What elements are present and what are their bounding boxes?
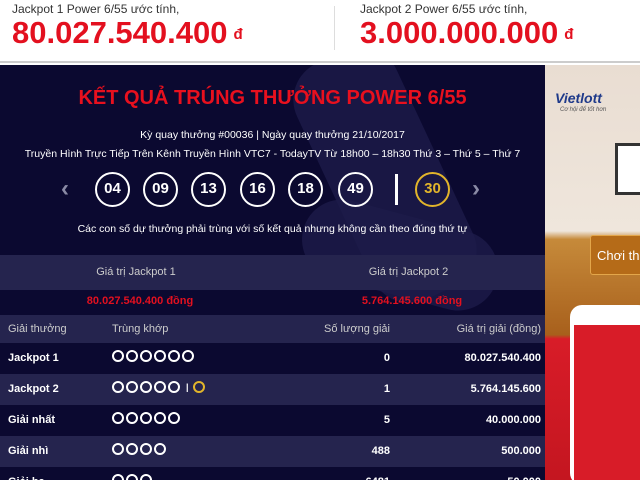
col-match: Trùng khớp (112, 323, 169, 335)
match-circle-icon (154, 381, 166, 394)
jackpot2-amount: 3.000.000.000 (360, 15, 559, 50)
match-circle-icon (126, 474, 138, 480)
results-panel: KẾT QUẢ TRÚNG THƯỞNG POWER 6/55 Kỳ quay … (0, 65, 545, 480)
prize-name: Giải nhì (8, 445, 49, 457)
match-circle-icon (140, 412, 152, 425)
col-count: Số lượng giải (324, 323, 390, 335)
power-separator (395, 174, 398, 205)
prize-value: 40.000.000 (485, 414, 541, 426)
jackpot1-amount: 80.027.540.400 (12, 15, 228, 50)
prize-name: Jackpot 1 (8, 352, 59, 364)
screen-image (615, 143, 640, 195)
next-draw-button[interactable]: › (472, 175, 480, 202)
col-value: Giá trị giải (đồng) (456, 323, 541, 335)
jackpot1-label: Jackpot 1 Power 6/55 ước tính, (12, 2, 180, 16)
match-circle-icon (112, 350, 124, 363)
jackpot2-estimate: Jackpot 2 Power 6/55 ước tính, 3.000.000… (360, 2, 573, 50)
match-circle-icon (140, 350, 152, 363)
divider (334, 6, 335, 50)
try-button[interactable]: Chơi thử (590, 235, 640, 275)
result-ball: 04 (95, 172, 130, 207)
prize-count: 5 (383, 414, 390, 426)
prize-name: Giải ba (8, 476, 45, 480)
currency: đ (233, 26, 243, 43)
match-circle-icon (140, 443, 152, 456)
match-icons (112, 350, 196, 363)
match-circle-icon (112, 412, 124, 425)
jackpot1-estimate: Jackpot 1 Power 6/55 ước tính, 80.027.54… (12, 2, 243, 50)
match-circle-icon (154, 350, 166, 363)
power-circle-icon (192, 381, 205, 394)
match-circle-icon (140, 474, 152, 480)
match-circle-icon (112, 443, 124, 456)
match-circle-icon (126, 443, 138, 456)
match-icons: | (112, 381, 207, 394)
match-circle-icon (112, 381, 124, 394)
vietlott-ad-banner[interactable]: Vietlott Cơ hội để tốt hơn Chơi thử (545, 65, 640, 480)
match-circle-icon (126, 412, 138, 425)
match-circle-icon (140, 381, 152, 394)
match-circle-icon (182, 350, 194, 363)
result-ball: 13 (191, 172, 226, 207)
match-circle-icon (168, 381, 180, 394)
power-ball: 30 (415, 172, 450, 207)
prize-value: 50.000 (507, 476, 541, 480)
table-row: Giải nhì 488 500.000 (0, 436, 545, 467)
jackpot-header: Jackpot 1 Power 6/55 ước tính, 80.027.54… (0, 0, 640, 63)
result-ball: 18 (288, 172, 323, 207)
jackpot-values-header: Giá trị Jackpot 1 Giá trị Jackpot 2 (0, 255, 545, 290)
brand-logo: Vietlott (555, 90, 602, 106)
phone-image (570, 305, 640, 480)
prize-name: Giải nhất (8, 414, 56, 426)
jackpot2-label: Jackpot 2 Power 6/55 ước tính, (360, 2, 528, 16)
match-circle-icon (154, 443, 166, 456)
table-row: Jackpot 1 0 80.027.540.400 (0, 343, 545, 374)
match-circle-icon (126, 381, 138, 394)
match-note: Các con số dự thưởng phải trùng với số k… (77, 223, 468, 235)
currency: đ (564, 26, 574, 43)
prize-count: 488 (371, 445, 390, 457)
col-prize: Giải thưởng (8, 323, 67, 335)
jp1-value: 80.027.540.400 đồng (86, 295, 194, 307)
match-icons (112, 474, 154, 480)
jp2-value: 5.764.145.600 đồng (361, 295, 463, 307)
tagline: Cơ hội để tốt hơn (560, 107, 607, 113)
result-ball: 09 (143, 172, 178, 207)
jackpot-values: 80.027.540.400 đồng 5.764.145.600 đồng (0, 290, 545, 315)
table-row: Jackpot 2 | 1 5.764.145.600 (0, 374, 545, 405)
prize-value: 500.000 (501, 445, 541, 457)
table-row: Giải nhất 5 40.000.000 (0, 405, 545, 436)
table-row: Giải ba 6481 50.000 (0, 467, 545, 480)
jp2-label: Giá trị Jackpot 2 (368, 266, 449, 278)
match-circle-icon (126, 350, 138, 363)
prize-name: Jackpot 2 (8, 383, 59, 395)
match-icons (112, 412, 182, 425)
match-circle-icon (154, 412, 166, 425)
match-circle-icon (168, 350, 180, 363)
draw-info: Kỳ quay thưởng #00036 | Ngày quay thưởng… (140, 129, 405, 141)
broadcast-info: Truyền Hình Trực Tiếp Trên Kênh Truyền H… (24, 148, 521, 160)
result-ball: 49 (338, 172, 373, 207)
prize-count: 6481 (366, 476, 390, 480)
jp1-label: Giá trị Jackpot 1 (96, 266, 176, 278)
match-circle-icon (168, 412, 180, 425)
prize-value: 5.764.145.600 (470, 383, 541, 395)
page-title: KẾT QUẢ TRÚNG THƯỞNG POWER 6/55 (78, 87, 467, 109)
prize-count: 1 (383, 383, 390, 395)
prize-count: 0 (383, 352, 390, 364)
match-icons (112, 443, 168, 456)
table-header: Giải thưởng Trùng khớp Số lượng giải Giá… (0, 315, 545, 343)
prize-value: 80.027.540.400 (464, 352, 541, 364)
result-ball: 16 (240, 172, 275, 207)
match-circle-icon (112, 474, 124, 480)
prev-draw-button[interactable]: ‹ (61, 175, 69, 202)
